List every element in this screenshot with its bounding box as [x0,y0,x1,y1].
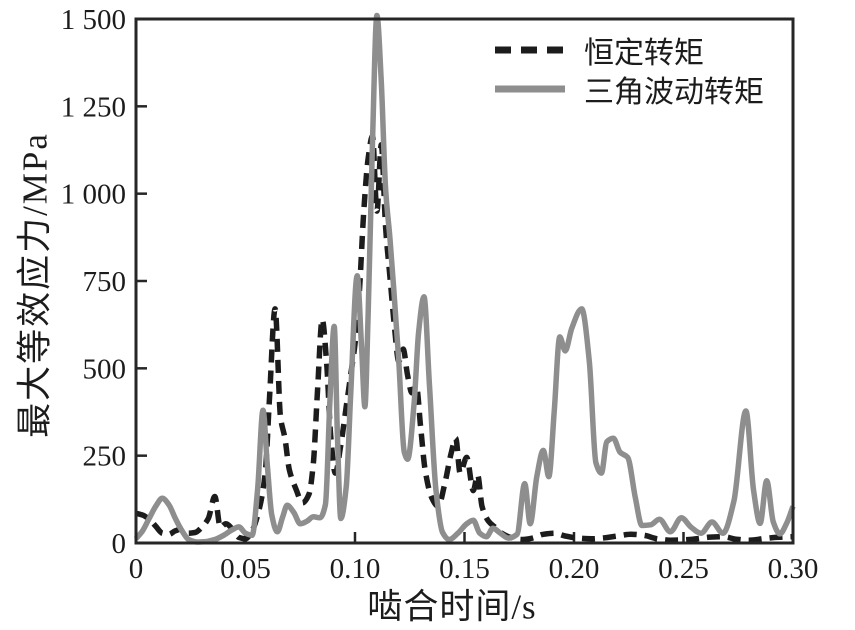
legend: 恒定转矩 三角波动转矩 [494,30,764,109]
x-axis-title: 啮合时间/s [367,587,537,627]
series-solid [133,12,796,545]
legend-item-triangular-torque: 三角波动转矩 [494,69,764,109]
series-dashed [135,133,794,543]
legend-item-constant-torque: 恒定转矩 [494,30,764,70]
legend-label-triangular-torque: 三角波动转矩 [584,75,764,109]
y-axis-title: 最大等效应力/MPa [15,132,55,438]
y-tick-label: 1 000 [61,179,126,211]
y-tick-label: 1 250 [61,91,126,123]
y-tick-label: 750 [83,266,127,298]
plot-frame [134,17,795,545]
x-tick-label: 0.20 [549,553,600,585]
x-tick-label: 0.10 [330,553,381,585]
x-tick-label: 0.15 [439,553,490,585]
y-tick-label: 0 [112,528,127,560]
x-tick-label: 0 [129,553,144,585]
x-tick-label: 0.25 [658,553,709,585]
y-tick-label: 250 [83,441,127,473]
dashed-line-swatch [495,46,565,53]
x-tick-label: 0.05 [220,553,271,585]
solid-line-swatch [495,85,565,92]
legend-label-constant-torque: 恒定转矩 [584,36,704,70]
y-tick-label: 500 [83,353,127,385]
y-tick-label: 1 500 [61,4,126,36]
x-tick-label: 0.30 [768,553,819,585]
